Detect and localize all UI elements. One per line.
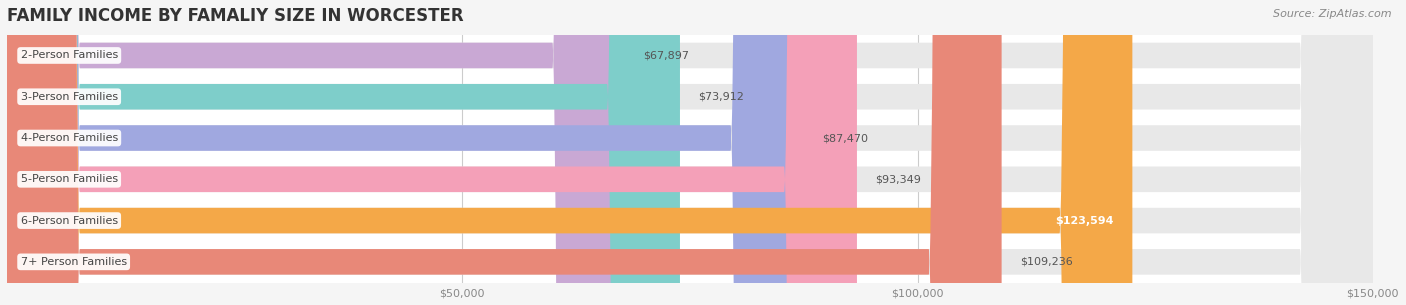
Text: FAMILY INCOME BY FAMALIY SIZE IN WORCESTER: FAMILY INCOME BY FAMALIY SIZE IN WORCEST… [7, 7, 464, 25]
Bar [7, 76, 1372, 117]
Text: $93,349: $93,349 [875, 174, 921, 184]
Text: 6-Person Families: 6-Person Families [21, 216, 118, 226]
Bar [7, 117, 1372, 159]
FancyBboxPatch shape [7, 0, 681, 305]
Text: 4-Person Families: 4-Person Families [21, 133, 118, 143]
FancyBboxPatch shape [7, 0, 803, 305]
Bar [7, 200, 1372, 241]
Text: 5-Person Families: 5-Person Families [21, 174, 118, 184]
FancyBboxPatch shape [7, 0, 1372, 305]
FancyBboxPatch shape [7, 0, 856, 305]
FancyBboxPatch shape [7, 0, 1372, 305]
Text: Source: ZipAtlas.com: Source: ZipAtlas.com [1274, 9, 1392, 19]
Text: $73,912: $73,912 [699, 92, 744, 102]
FancyBboxPatch shape [7, 0, 1372, 305]
Text: $123,594: $123,594 [1056, 216, 1114, 226]
Text: 3-Person Families: 3-Person Families [21, 92, 118, 102]
FancyBboxPatch shape [7, 0, 1132, 305]
Text: $67,897: $67,897 [644, 50, 689, 60]
FancyBboxPatch shape [7, 0, 626, 305]
Text: $87,470: $87,470 [821, 133, 868, 143]
Bar [7, 35, 1372, 76]
FancyBboxPatch shape [7, 0, 1372, 305]
FancyBboxPatch shape [7, 0, 1372, 305]
FancyBboxPatch shape [7, 0, 1001, 305]
Bar [7, 159, 1372, 200]
FancyBboxPatch shape [7, 0, 1372, 305]
Text: 2-Person Families: 2-Person Families [21, 50, 118, 60]
Text: 7+ Person Families: 7+ Person Families [21, 257, 127, 267]
Bar [7, 241, 1372, 282]
Text: $109,236: $109,236 [1019, 257, 1073, 267]
